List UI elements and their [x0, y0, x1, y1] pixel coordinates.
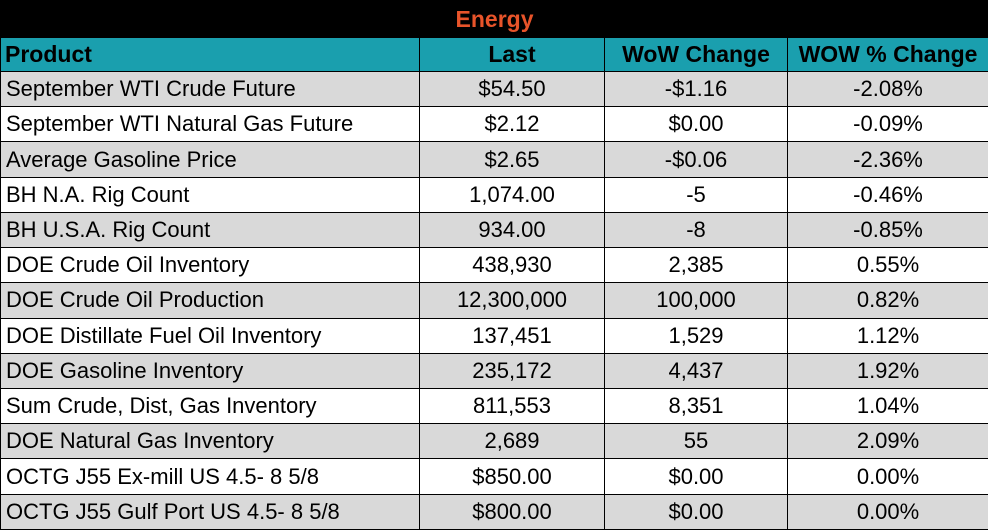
cell-wow-pct-change[interactable]: 0.82% [786, 282, 988, 319]
cell-product[interactable]: DOE Natural Gas Inventory [0, 423, 420, 460]
cell-wow-change[interactable]: 4,437 [604, 352, 788, 389]
cell-wow-pct-change[interactable]: -0.09% [786, 106, 988, 143]
table-title: Energy [0, 0, 988, 38]
cell-product[interactable]: September WTI Crude Future [0, 70, 420, 108]
cell-wow-pct-change[interactable]: 1.92% [786, 352, 988, 389]
cell-last[interactable]: $850.00 [419, 458, 605, 495]
cell-wow-change[interactable]: 1,529 [604, 317, 788, 354]
header-row: Product Last WoW Change WOW % Change [0, 37, 988, 72]
cell-product[interactable]: September WTI Natural Gas Future [0, 106, 420, 143]
cell-product[interactable]: DOE Gasoline Inventory [0, 352, 420, 389]
cell-last[interactable]: 137,451 [419, 317, 605, 354]
cell-wow-pct-change[interactable]: 2.09% [786, 423, 988, 460]
cell-product[interactable]: Sum Crude, Dist, Gas Inventory [0, 387, 420, 425]
table-row[interactable]: OCTG J55 Ex-mill US 4.5- 8 5/8 $850.00 $0.… [0, 458, 988, 495]
table-row[interactable]: Sum Crude, Dist, Gas Inventory 811,553 8,3… [0, 387, 988, 425]
cell-wow-pct-change[interactable]: 0.00% [786, 493, 988, 530]
cell-product[interactable]: DOE Crude Oil Production [0, 282, 420, 319]
table-row[interactable]: BH U.S.A. Rig Count 934.00 -8 -0.85% [0, 211, 988, 249]
cell-wow-change[interactable]: 2,385 [604, 247, 788, 284]
cell-wow-pct-change[interactable]: -2.36% [786, 141, 988, 178]
cell-product[interactable]: DOE Distillate Fuel Oil Inventory [0, 317, 420, 354]
cell-wow-change[interactable]: $0.00 [604, 493, 788, 530]
table-row[interactable]: September WTI Natural Gas Future $2.12 $0.… [0, 106, 988, 143]
cell-wow-change[interactable]: $0.00 [604, 106, 788, 143]
column-header-wow-pct-change[interactable]: WOW % Change [786, 37, 988, 72]
table-row[interactable]: DOE Gasoline Inventory 235,172 4,437 1.92% [0, 352, 988, 389]
table-row[interactable]: OCTG J55 Gulf Port US 4.5- 8 5/8 $800.00 $… [0, 493, 988, 530]
table-row[interactable]: DOE Crude Oil Production 12,300,000 100,00… [0, 282, 988, 319]
title-row: Energy [0, 0, 988, 38]
cell-last[interactable]: 235,172 [419, 352, 605, 389]
cell-last[interactable]: 934.00 [419, 211, 605, 249]
cell-last[interactable]: $800.00 [419, 493, 605, 530]
cell-product[interactable]: OCTG J55 Gulf Port US 4.5- 8 5/8 [0, 493, 420, 530]
cell-last[interactable]: 811,553 [419, 387, 605, 425]
cell-last[interactable]: $54.50 [419, 70, 605, 108]
table-row[interactable]: DOE Crude Oil Inventory 438,930 2,385 0.55% [0, 247, 988, 284]
table-body: September WTI Crude Future $54.50 -$1.16 -2… [0, 70, 988, 530]
cell-wow-change[interactable]: 8,351 [604, 387, 788, 425]
cell-product[interactable]: BH U.S.A. Rig Count [0, 211, 420, 249]
cell-wow-pct-change[interactable]: -0.46% [786, 176, 988, 213]
cell-wow-change[interactable]: 100,000 [604, 282, 788, 319]
column-header-wow-change[interactable]: WoW Change [604, 37, 788, 72]
cell-wow-change[interactable]: -5 [604, 176, 788, 213]
table-row[interactable]: DOE Natural Gas Inventory 2,689 55 2.09% [0, 423, 988, 460]
column-header-last[interactable]: Last [419, 37, 605, 72]
cell-wow-change[interactable]: -8 [604, 211, 788, 249]
cell-wow-pct-change[interactable]: 1.04% [786, 387, 988, 425]
cell-wow-change[interactable]: 55 [604, 423, 788, 460]
cell-product[interactable]: DOE Crude Oil Inventory [0, 247, 420, 284]
cell-wow-change[interactable]: -$0.06 [604, 141, 788, 178]
cell-wow-pct-change[interactable]: 0.55% [786, 247, 988, 284]
cell-wow-pct-change[interactable]: 0.00% [786, 458, 988, 495]
cell-wow-pct-change[interactable]: -0.85% [786, 211, 988, 249]
cell-last[interactable]: 12,300,000 [419, 282, 605, 319]
cell-last[interactable]: 438,930 [419, 247, 605, 284]
cell-last[interactable]: 1,074.00 [419, 176, 605, 213]
table-row[interactable]: DOE Distillate Fuel Oil Inventory 137,451… [0, 317, 988, 354]
table-row[interactable]: BH N.A. Rig Count 1,074.00 -5 -0.46% [0, 176, 988, 213]
cell-last[interactable]: $2.65 [419, 141, 605, 178]
table-row[interactable]: Average Gasoline Price $2.65 -$0.06 -2.36% [0, 141, 988, 178]
cell-wow-change[interactable]: -$1.16 [604, 70, 788, 108]
cell-product[interactable]: OCTG J55 Ex-mill US 4.5- 8 5/8 [0, 458, 420, 495]
cell-wow-pct-change[interactable]: -2.08% [786, 70, 988, 108]
cell-last[interactable]: 2,689 [419, 423, 605, 460]
column-header-product[interactable]: Product [0, 37, 420, 72]
cell-product[interactable]: BH N.A. Rig Count [0, 176, 420, 213]
cell-last[interactable]: $2.12 [419, 106, 605, 143]
cell-wow-pct-change[interactable]: 1.12% [786, 317, 988, 354]
cell-wow-change[interactable]: $0.00 [604, 458, 788, 495]
table-row[interactable]: September WTI Crude Future $54.50 -$1.16 -2… [0, 70, 988, 108]
cell-product[interactable]: Average Gasoline Price [0, 141, 420, 178]
